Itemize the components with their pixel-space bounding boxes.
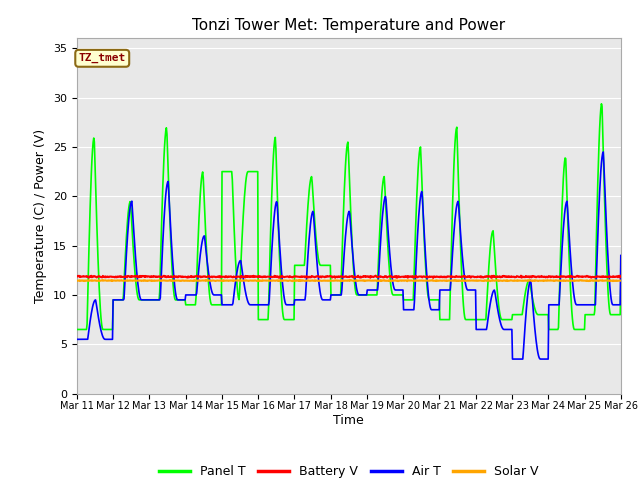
Panel T (305, 188, 313, 193)
Battery V (461, 274, 469, 279)
Solar V (132, 278, 140, 284)
Solar V (73, 278, 81, 284)
Solar V (215, 278, 223, 284)
Battery V (617, 274, 625, 280)
Y-axis label: Temperature (C) / Power (V): Temperature (C) / Power (V) (35, 129, 47, 303)
Panel T (132, 282, 140, 288)
Line: Air T: Air T (77, 152, 621, 359)
Battery V (429, 275, 437, 281)
Battery V (132, 274, 140, 279)
Panel T (73, 326, 81, 332)
Air T (509, 356, 516, 362)
Panel T (214, 302, 222, 308)
Solar V (544, 277, 552, 283)
Battery V (214, 274, 222, 280)
Air T (617, 252, 625, 258)
Battery V (544, 275, 552, 280)
Panel T (617, 282, 625, 288)
Panel T (543, 312, 550, 318)
Air T (132, 262, 140, 267)
Air T (214, 292, 222, 298)
Solar V (403, 278, 411, 284)
Solar V (484, 278, 492, 284)
Air T (460, 271, 468, 276)
Battery V (484, 274, 492, 279)
Line: Panel T: Panel T (77, 104, 621, 329)
Battery V (305, 274, 313, 279)
Line: Battery V: Battery V (77, 276, 621, 278)
Legend: Panel T, Battery V, Air T, Solar V: Panel T, Battery V, Air T, Solar V (154, 460, 544, 480)
Air T (543, 356, 551, 362)
Air T (305, 236, 313, 241)
Air T (73, 336, 81, 342)
Panel T (598, 101, 605, 107)
Air T (483, 326, 490, 332)
Text: TZ_tmet: TZ_tmet (79, 53, 126, 63)
Air T (600, 149, 607, 155)
Battery V (73, 273, 81, 279)
Panel T (460, 310, 468, 315)
Panel T (483, 306, 490, 312)
Solar V (306, 278, 314, 284)
Line: Solar V: Solar V (77, 280, 621, 281)
Solar V (461, 277, 469, 283)
X-axis label: Time: Time (333, 414, 364, 427)
Title: Tonzi Tower Met: Temperature and Power: Tonzi Tower Met: Temperature and Power (192, 18, 506, 33)
Solar V (617, 278, 625, 284)
Battery V (372, 273, 380, 278)
Solar V (166, 277, 174, 283)
